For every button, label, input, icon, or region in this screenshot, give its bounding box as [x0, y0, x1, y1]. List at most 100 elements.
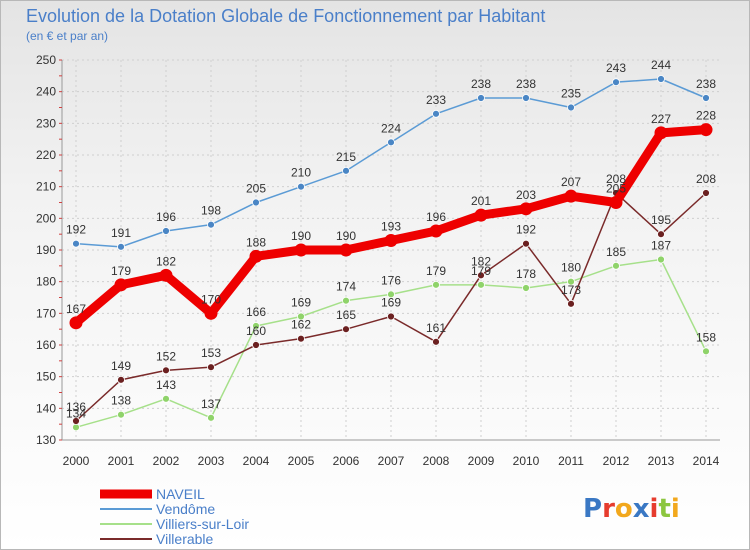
data-point-villiers-sur-loir: [432, 280, 440, 289]
data-label-naveil: 190: [336, 229, 356, 243]
data-point-villerable: [477, 271, 485, 280]
data-label-vend-me: 210: [291, 166, 311, 180]
data-point-villiers-sur-loir: [702, 347, 710, 356]
data-point-villiers-sur-loir: [387, 290, 395, 299]
data-point-naveil: [204, 306, 218, 320]
data-point-villiers-sur-loir: [567, 277, 575, 286]
data-label-vend-me: 224: [381, 121, 401, 135]
data-point-villerable: [387, 312, 395, 321]
data-point-naveil: [339, 243, 353, 257]
data-label-villerable: 192: [516, 223, 536, 237]
data-label-naveil: 182: [156, 254, 176, 268]
x-tick-label: 2007: [378, 454, 405, 468]
data-point-naveil: [69, 316, 83, 330]
data-point-villerable: [162, 366, 170, 375]
data-point-vend-me: [522, 94, 530, 102]
x-tick-label: 2014: [693, 454, 720, 468]
chart-title: Evolution de la Dotation Globale de Fonc…: [26, 6, 545, 26]
y-tick-label: 230: [36, 116, 56, 130]
data-point-villerable: [252, 341, 260, 349]
series-vend-me: [72, 75, 710, 251]
data-label-naveil: 167: [66, 302, 86, 316]
data-point-vend-me: [612, 78, 620, 87]
y-tick-label: 250: [36, 53, 56, 67]
legend-label-vend-me: Vendôme: [156, 501, 215, 517]
data-label-naveil: 207: [561, 175, 581, 189]
axes: 130 140 150 160 170 180 190 200 210 220 230 240 250 2…: [36, 53, 720, 468]
data-point-villiers-sur-loir: [342, 296, 350, 305]
y-tick-label: 190: [36, 243, 56, 257]
proxiti-logo: Proxiti: [583, 494, 680, 524]
data-point-villerable: [207, 363, 215, 372]
data-label-vend-me: 192: [66, 223, 86, 237]
data-label-villerable: 149: [111, 359, 131, 373]
legend-label-villerable: Villerable: [156, 531, 214, 547]
data-label-villerable: 173: [561, 283, 581, 297]
data-label-villerable: 165: [336, 308, 356, 322]
data-point-naveil: [564, 189, 578, 203]
y-tick-label: 200: [36, 211, 56, 225]
data-label-villerable: 208: [606, 172, 626, 186]
data-point-vend-me: [297, 182, 305, 191]
x-tick-label: 2012: [603, 454, 630, 468]
x-tick-label: 2000: [63, 454, 90, 468]
data-label-villerable: 136: [66, 400, 86, 414]
data-point-villiers-sur-loir: [657, 255, 665, 264]
data-label-villiers-sur-loir: 143: [156, 378, 176, 392]
data-point-vend-me: [702, 94, 710, 102]
data-point-naveil: [519, 202, 533, 216]
data-point-naveil: [384, 234, 398, 247]
series-villiers-sur-loir: [72, 255, 710, 432]
data-label-villerable: 195: [651, 213, 671, 227]
data-label-villiers-sur-loir: 138: [111, 394, 131, 408]
data-point-vend-me: [657, 75, 665, 83]
data-label-villiers-sur-loir: 179: [471, 264, 491, 278]
data-label-naveil: 201: [471, 194, 491, 208]
data-label-villiers-sur-loir: 180: [561, 261, 581, 275]
data-label-villerable: 169: [381, 296, 401, 310]
y-tick-label: 180: [36, 275, 56, 289]
y-tick-label: 240: [36, 85, 56, 99]
x-tick-label: 2009: [468, 454, 495, 468]
data-label-villerable: 161: [426, 321, 446, 335]
data-point-villiers-sur-loir: [297, 312, 305, 321]
data-point-vend-me: [162, 227, 170, 235]
data-label-villiers-sur-loir: 174: [336, 280, 356, 294]
data-label-naveil: 196: [426, 210, 446, 224]
data-label-vend-me: 191: [111, 226, 131, 240]
data-point-naveil: [429, 224, 443, 238]
data-label-naveil: 188: [246, 235, 266, 249]
data-label-naveil: 190: [291, 229, 311, 243]
y-tick-label: 140: [36, 401, 56, 415]
data-label-villerable: 153: [201, 346, 221, 360]
x-tick-label: 2005: [288, 454, 315, 468]
data-label-vend-me: 238: [471, 77, 491, 91]
x-tick-label: 2004: [243, 454, 270, 468]
data-label-vend-me: 205: [246, 182, 266, 196]
data-label-villerable: 182: [471, 254, 491, 268]
data-point-villiers-sur-loir: [252, 322, 260, 330]
data-point-naveil: [294, 243, 308, 257]
data-point-naveil: [114, 278, 128, 292]
data-point-vend-me: [567, 103, 575, 112]
chart-subtitle: (en € et par an): [26, 29, 108, 43]
y-tick-label: 220: [36, 148, 56, 162]
data-point-villerable: [567, 299, 575, 308]
data-point-villerable: [657, 230, 665, 239]
data-point-naveil: [699, 123, 713, 137]
x-tick-label: 2002: [153, 454, 180, 468]
data-label-vend-me: 215: [336, 150, 356, 164]
y-tick-label: 170: [36, 306, 56, 320]
data-point-vend-me: [252, 198, 260, 207]
y-tick-label: 210: [36, 180, 56, 194]
x-tick-label: 2010: [513, 454, 540, 468]
x-tick-label: 2006: [333, 454, 360, 468]
data-label-naveil: 179: [111, 264, 131, 278]
data-label-villiers-sur-loir: 176: [381, 273, 401, 287]
data-point-villiers-sur-loir: [117, 410, 125, 419]
data-point-vend-me: [207, 220, 215, 229]
data-point-villiers-sur-loir: [477, 280, 485, 289]
y-tick-label: 150: [36, 370, 56, 384]
